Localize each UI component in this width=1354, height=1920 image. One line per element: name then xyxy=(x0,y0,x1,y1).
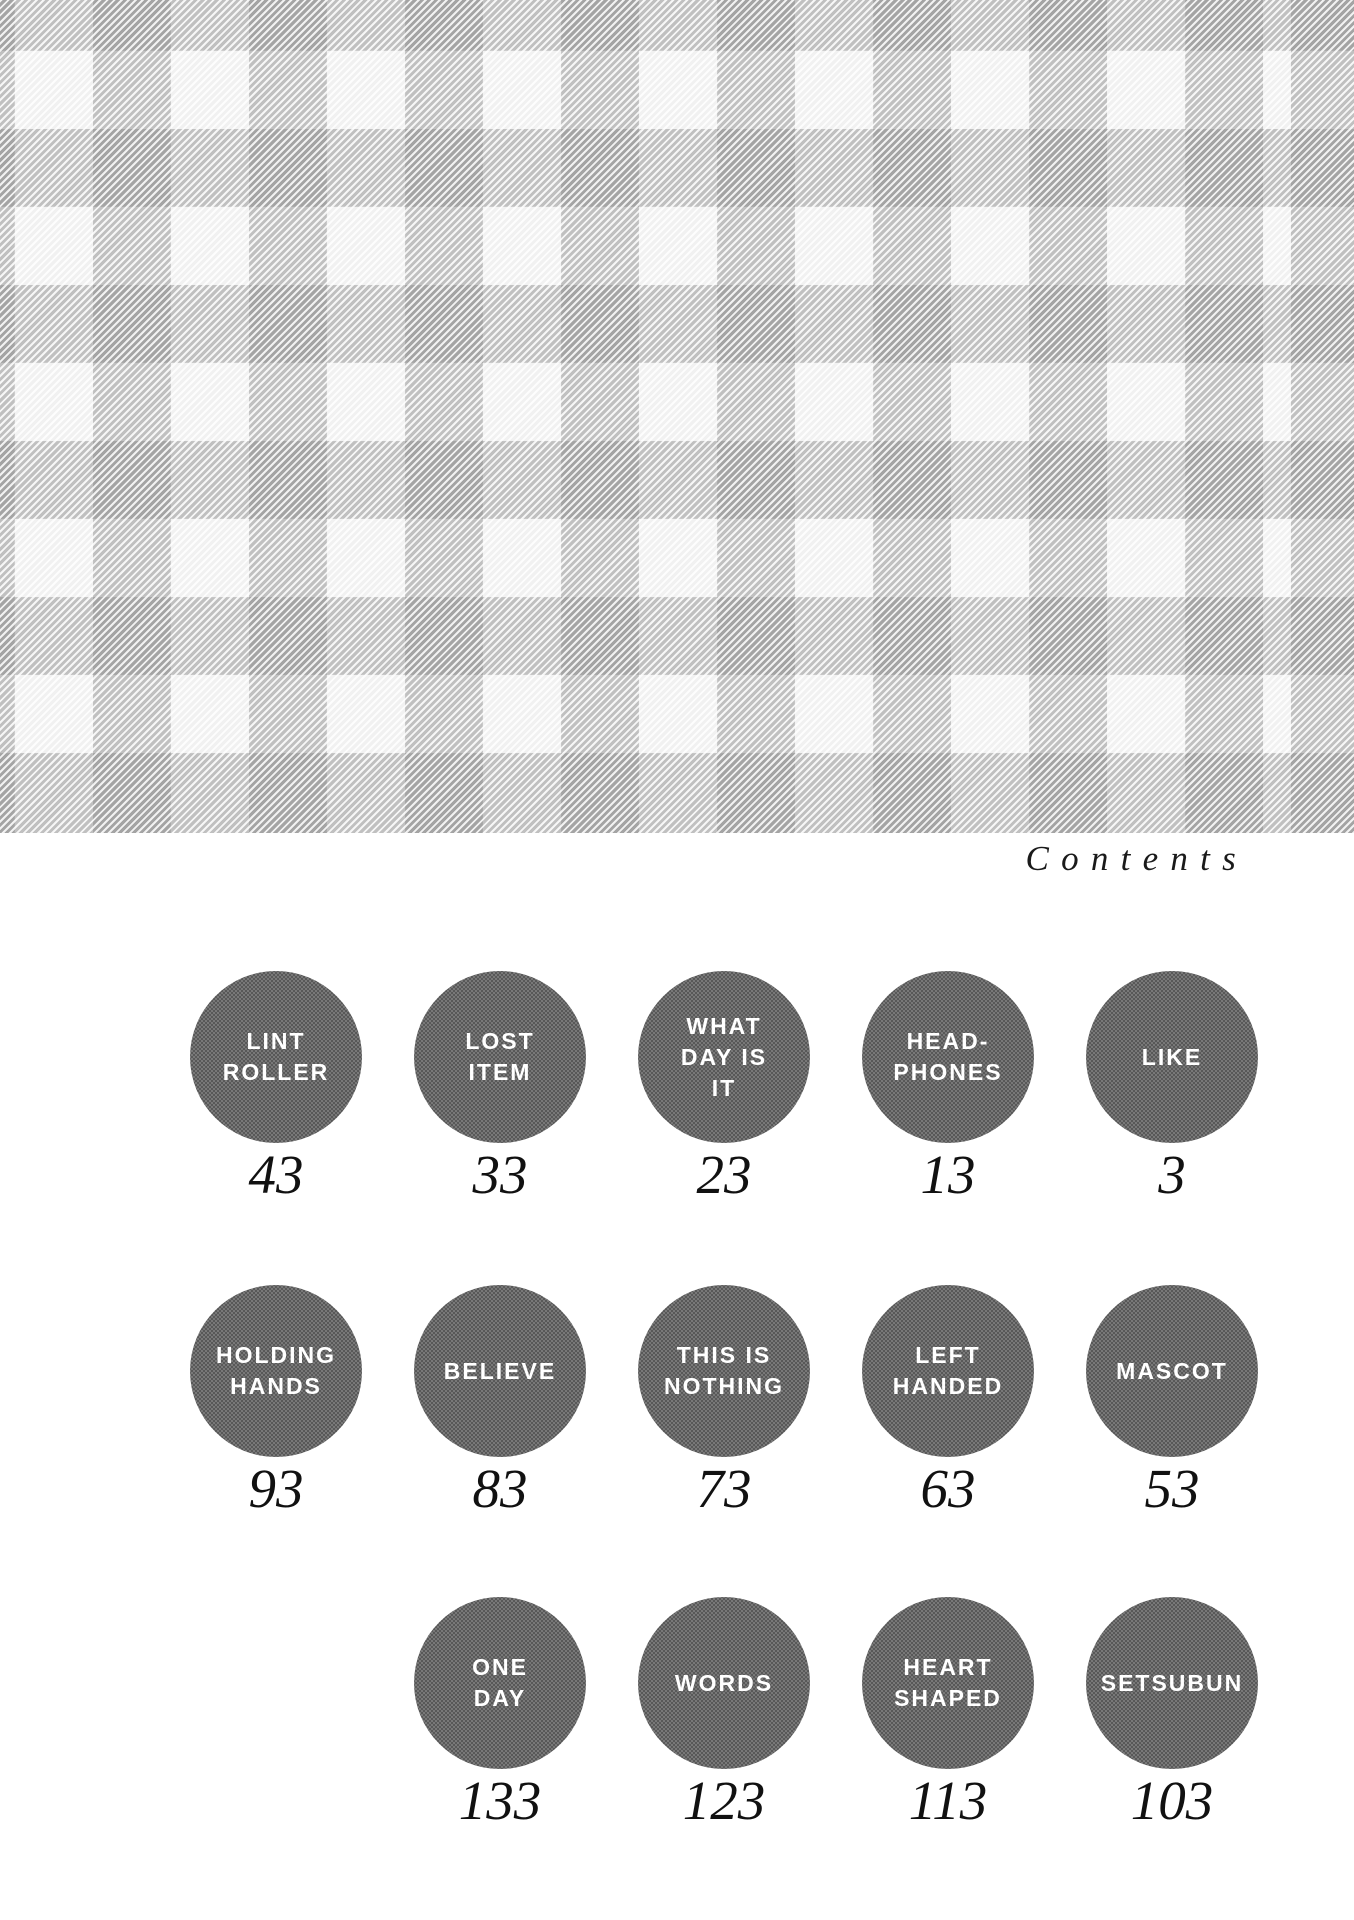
chapter-title: BELIEVE xyxy=(443,1357,557,1384)
chapter-page-number: 103 xyxy=(1130,1770,1214,1831)
chapter-title: HEART SHAPED xyxy=(894,1654,1002,1711)
chapter-circle-badge: THIS IS NOTHING xyxy=(638,1285,810,1457)
chapter-title: LIKE xyxy=(1141,1043,1203,1070)
chapter-title: HOLDING HANDS xyxy=(215,1342,337,1399)
chapter-row: LINT ROLLER 43 LOST ITEM 33 WHAT DAY IS … xyxy=(164,971,1284,1203)
chapter-item: HOLDING HANDS 93 xyxy=(164,1285,388,1517)
chapter-page-number: 3 xyxy=(1158,1144,1186,1205)
chapter-circle-badge: BELIEVE xyxy=(414,1285,586,1457)
chapter-circle-badge: LINT ROLLER xyxy=(190,971,362,1143)
chapter-item: WHAT DAY IS IT 23 xyxy=(612,971,836,1203)
chapter-title: SETSUBUN xyxy=(1100,1669,1244,1696)
chapter-page-number: 13 xyxy=(920,1144,976,1205)
chapter-page-number: 43 xyxy=(248,1144,304,1205)
chapter-page-number: 33 xyxy=(472,1144,528,1205)
chapter-row: ONE DAY 133 WORDS 123 HEART SHAPED 113 S… xyxy=(164,1597,1284,1829)
chapter-circle-badge: LIKE xyxy=(1086,971,1258,1143)
chapter-item: LEFT HANDED 63 xyxy=(836,1285,1060,1517)
chapter-circle-badge: HEAD- PHONES xyxy=(862,971,1034,1143)
chapter-item: ONE DAY 133 xyxy=(388,1597,612,1829)
chapter-circle-badge: HEART SHAPED xyxy=(862,1597,1034,1769)
chapter-item: SETSUBUN 103 xyxy=(1060,1597,1284,1829)
chapter-list: LINT ROLLER 43 LOST ITEM 33 WHAT DAY IS … xyxy=(164,971,1284,1829)
chapter-circle-badge: LOST ITEM xyxy=(414,971,586,1143)
chapter-title: MASCOT xyxy=(1116,1357,1228,1384)
chapter-item: HEAD- PHONES 13 xyxy=(836,971,1060,1203)
chapter-item: WORDS 123 xyxy=(612,1597,836,1829)
chapter-circle-badge: HOLDING HANDS xyxy=(190,1285,362,1457)
chapter-circle-badge: LEFT HANDED xyxy=(862,1285,1034,1457)
chapter-page-number: 123 xyxy=(682,1770,766,1831)
chapter-title: LINT ROLLER xyxy=(222,1028,330,1085)
chapter-circle-badge: WORDS xyxy=(638,1597,810,1769)
chapter-title: WORDS xyxy=(674,1669,774,1696)
chapter-page-number: 53 xyxy=(1144,1458,1200,1519)
chapter-title: LEFT HANDED xyxy=(892,1342,1004,1399)
chapter-circle-badge: WHAT DAY IS IT xyxy=(638,971,810,1143)
chapter-page-number: 113 xyxy=(908,1770,988,1831)
chapter-title: WHAT DAY IS IT xyxy=(680,1012,768,1101)
chapter-item: BELIEVE 83 xyxy=(388,1285,612,1517)
chapter-item: LOST ITEM 33 xyxy=(388,971,612,1203)
chapter-page-number: 93 xyxy=(248,1458,304,1519)
chapter-title: ONE DAY xyxy=(472,1654,528,1711)
chapter-title: THIS IS NOTHING xyxy=(663,1342,785,1399)
chapter-title: LOST ITEM xyxy=(465,1028,535,1085)
chapter-item: LINT ROLLER 43 xyxy=(164,971,388,1203)
chapter-page-number: 23 xyxy=(696,1144,752,1205)
chapter-spacer xyxy=(164,1597,388,1829)
chapter-page-number: 63 xyxy=(920,1458,976,1519)
chapter-circle-badge: SETSUBUN xyxy=(1086,1597,1258,1769)
chapter-title: HEAD- PHONES xyxy=(893,1028,1003,1085)
chapter-item: MASCOT 53 xyxy=(1060,1285,1284,1517)
chapter-circle-badge: MASCOT xyxy=(1086,1285,1258,1457)
chapter-page-number: 133 xyxy=(458,1770,542,1831)
contents-heading: Contents xyxy=(1025,839,1248,878)
chapter-item: HEART SHAPED 113 xyxy=(836,1597,1060,1829)
chapter-page-number: 73 xyxy=(696,1458,752,1519)
gingham-pattern-banner xyxy=(0,0,1354,833)
chapter-item: THIS IS NOTHING 73 xyxy=(612,1285,836,1517)
chapter-row: HOLDING HANDS 93 BELIEVE 83 THIS IS NOTH… xyxy=(164,1285,1284,1517)
chapter-circle-badge: ONE DAY xyxy=(414,1597,586,1769)
chapter-item: LIKE 3 xyxy=(1060,971,1284,1203)
chapter-page-number: 83 xyxy=(472,1458,528,1519)
